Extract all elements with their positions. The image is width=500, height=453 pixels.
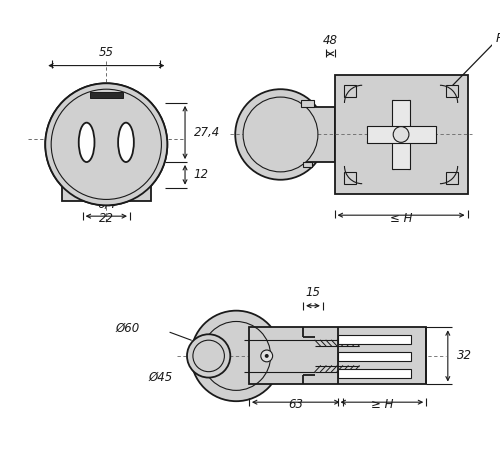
Circle shape: [393, 126, 409, 142]
Bar: [366, 125, 436, 143]
Text: Ø45: Ø45: [148, 371, 172, 384]
Circle shape: [191, 311, 282, 401]
Text: 55: 55: [99, 46, 114, 59]
Circle shape: [46, 84, 167, 205]
Text: 6,4: 6,4: [97, 198, 116, 211]
Text: 48: 48: [322, 34, 338, 47]
Bar: [90, 92, 123, 98]
Bar: [280, 107, 334, 162]
Circle shape: [46, 83, 168, 205]
Circle shape: [187, 334, 230, 378]
Circle shape: [261, 350, 272, 362]
Circle shape: [235, 89, 326, 180]
Bar: [302, 162, 312, 167]
Bar: [334, 75, 468, 193]
Text: 22: 22: [99, 212, 114, 225]
Bar: [249, 328, 426, 385]
Text: ≤ H: ≤ H: [390, 212, 412, 225]
Text: P: P: [495, 32, 500, 44]
Bar: [392, 100, 410, 169]
Ellipse shape: [118, 123, 134, 162]
Ellipse shape: [78, 123, 94, 162]
Bar: [338, 369, 411, 378]
Circle shape: [265, 354, 268, 358]
Text: 12: 12: [194, 169, 209, 181]
Bar: [446, 85, 458, 97]
Text: 63: 63: [288, 398, 304, 411]
Bar: [344, 85, 356, 97]
Bar: [338, 352, 411, 361]
Bar: [338, 335, 411, 344]
Bar: [62, 103, 150, 202]
Circle shape: [243, 97, 318, 172]
Bar: [344, 172, 356, 183]
Text: Ø60: Ø60: [116, 322, 140, 335]
Bar: [446, 172, 458, 183]
Text: 27,4: 27,4: [194, 126, 220, 139]
Text: ≥ H: ≥ H: [370, 398, 393, 411]
Text: 15: 15: [306, 286, 320, 299]
Text: 32: 32: [456, 349, 471, 362]
Bar: [300, 100, 314, 107]
